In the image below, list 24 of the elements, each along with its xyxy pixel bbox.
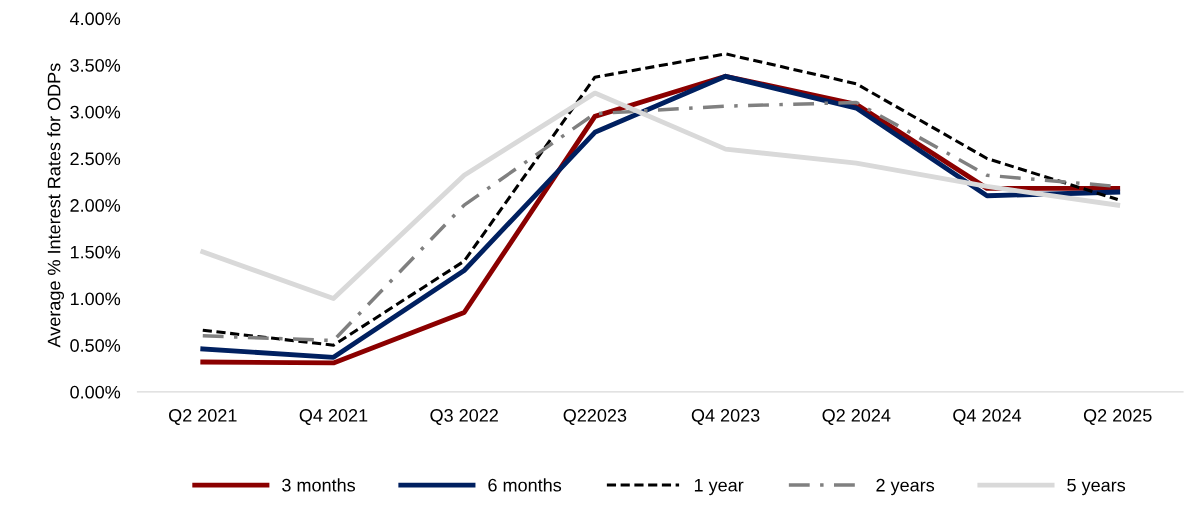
- x-tick-label: Q2 2025: [1083, 409, 1152, 426]
- y-tick-label: 0.50%: [70, 339, 121, 352]
- line-series: [200, 90, 1121, 301]
- y-tick-label: 1.50%: [70, 245, 121, 259]
- x-tick-label: Q2 2024: [822, 409, 891, 426]
- x-tick-label: Q4 2023: [691, 409, 760, 426]
- y-tick-label: 2.50%: [70, 152, 121, 166]
- y-tick-label: 1.00%: [70, 292, 121, 306]
- y-tick-label: 3.00%: [70, 105, 121, 119]
- y-tick-label: 2.00%: [70, 199, 121, 212]
- x-tick-label: Q22023: [563, 409, 627, 426]
- x-tick-label: Q2 2021: [169, 409, 237, 426]
- x-tick-label: Q4 2021: [299, 409, 368, 426]
- legend-label: 6 months: [488, 478, 562, 492]
- legend-label: 1 year: [694, 478, 744, 496]
- legend-label: 2 years: [876, 478, 935, 496]
- x-tick-label: Q4 2024: [953, 409, 1022, 426]
- x-tick-label: Q3 2022: [430, 409, 498, 426]
- y-axis-title: Average % Interest Rates for ODPs: [47, 63, 65, 348]
- y-tick-label: 0.00%: [70, 385, 121, 399]
- y-tick-label: 3.50%: [70, 59, 121, 72]
- legend-label: 5 years: [1067, 478, 1126, 496]
- legend-label: 3 months: [282, 478, 356, 492]
- y-tick-label: 4.00%: [69, 12, 121, 26]
